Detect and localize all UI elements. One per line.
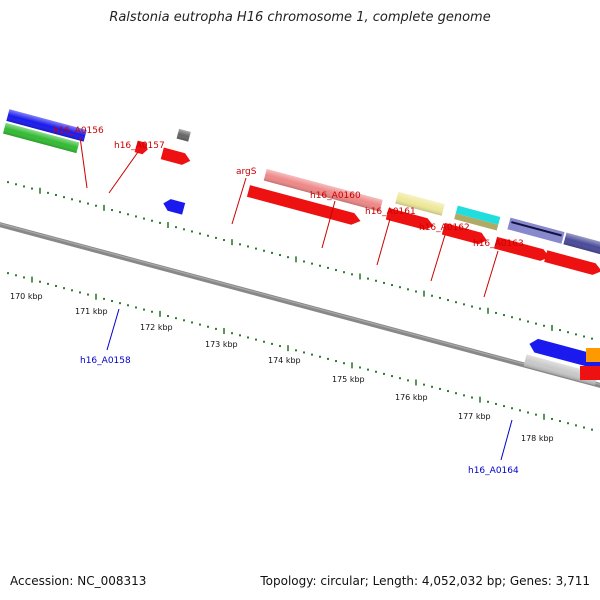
feature-red-forward [134,140,600,275]
feature-red-edge [580,366,600,380]
kbp-tick-label: 174 kbp [268,356,301,365]
kbp-tick-label: 170 kbp [10,292,43,301]
upper-tick-row [7,181,593,340]
label-h16-A0160[interactable]: h16_A0160 [310,191,361,201]
kbp-tick-label: 175 kbp [332,375,365,384]
label-h16-A0158[interactable]: h16_A0158 [80,356,131,366]
feature-blue-left [6,109,87,142]
label-h16-A0161[interactable]: h16_A0161 [365,207,416,217]
feature-h16-A0160 [395,191,445,216]
kbp-tick-label: 173 kbp [205,340,238,349]
kbp-tick-label: 178 kbp [521,434,554,443]
kbp-tick-label: 172 kbp [140,323,173,332]
kbp-tick-label: 176 kbp [395,393,428,402]
accession-text: Accession: NC_008313 [10,574,147,588]
topology-text: Topology: circular; Length: 4,052,032 bp… [260,574,590,588]
label-h16-A0163[interactable]: h16_A0163 [473,239,524,249]
lower-tick-row [7,272,593,431]
gene-labels: h16_A0156 h16_A0157 argS h16_A0160 h16_A… [53,126,524,476]
feature-h16-A0163 [563,232,600,260]
label-h16-A0157[interactable]: h16_A0157 [114,141,165,151]
backbone [0,222,600,388]
kbp-label-group: 170 kbp 171 kbp 172 kbp 173 kbp 174 kbp 175 k… [10,292,554,443]
label-argS[interactable]: argS [236,167,257,177]
feature-h16-A0164 [523,338,600,386]
feature-h16-A0158 [163,199,186,215]
feature-h16-A0161 [454,205,501,231]
label-h16-A0162[interactable]: h16_A0162 [419,223,470,233]
feature-track [2,109,600,386]
kbp-tick-label: 171 kbp [75,307,108,316]
feature-h16-A0156 [176,128,191,142]
feature-orange-edge [586,348,600,362]
kbp-tick-label: 177 kbp [458,412,491,421]
label-h16-A0156[interactable]: h16_A0156 [53,126,104,136]
feature-h16-A0162 [507,217,565,244]
label-h16-A0164[interactable]: h16_A0164 [468,466,519,476]
callout-lines [79,136,513,461]
feature-green-left [2,122,80,154]
map-title: Ralstonia eutropha H16 chromosome 1, com… [109,10,491,25]
feature-argS [263,168,383,212]
